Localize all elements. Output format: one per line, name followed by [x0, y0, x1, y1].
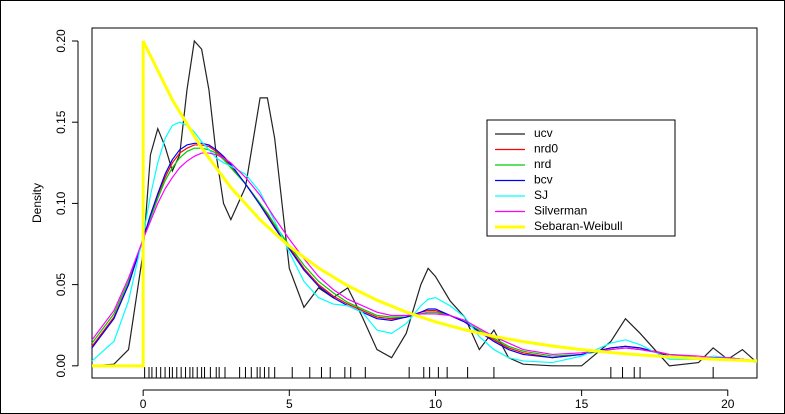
- legend-label: nrd0: [534, 142, 558, 156]
- x-tick-label: 20: [721, 397, 735, 411]
- y-axis-label: Density: [30, 183, 44, 223]
- legend-label: Silverman: [534, 204, 587, 218]
- y-tick-label: 0.15: [54, 110, 68, 134]
- density-line: [92, 40, 758, 368]
- plot-box: [91, 27, 758, 379]
- y-tick-label: 0.00: [54, 354, 68, 378]
- legend-label: SJ: [534, 188, 548, 202]
- density-line: [91, 121, 758, 364]
- legend-label: nrd: [534, 157, 551, 171]
- y-tick-label: 0.10: [54, 191, 68, 215]
- y-tick-label: 0.05: [54, 273, 68, 297]
- x-tick-label: 0: [140, 397, 147, 411]
- legend-label: bcv: [534, 173, 553, 187]
- x-tick-label: 5: [286, 397, 293, 411]
- x-tick-label: 15: [575, 397, 589, 411]
- legend-label: Sebaran-Weibull: [534, 219, 623, 233]
- density-line: [91, 152, 758, 362]
- density-line: [91, 39, 758, 367]
- legend-box: [486, 119, 676, 237]
- x-tick-label: 10: [429, 397, 443, 411]
- y-tick-label: 0.20: [54, 29, 68, 53]
- legend-label: ucv: [534, 126, 553, 140]
